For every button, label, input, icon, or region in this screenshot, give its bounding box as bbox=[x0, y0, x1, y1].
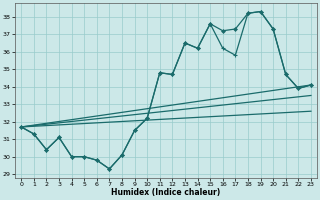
X-axis label: Humidex (Indice chaleur): Humidex (Indice chaleur) bbox=[111, 188, 221, 197]
